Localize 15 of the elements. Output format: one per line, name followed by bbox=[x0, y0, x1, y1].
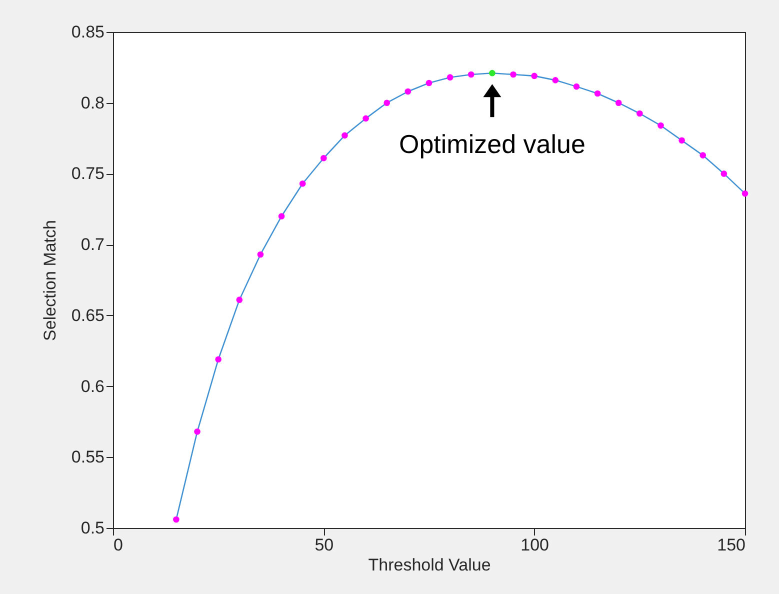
y-tick-label: 0.55 bbox=[71, 448, 104, 467]
x-axis-title: Threshold Value bbox=[368, 556, 491, 574]
x-tick-label: 50 bbox=[314, 536, 334, 554]
x-tick-label: 100 bbox=[520, 536, 550, 554]
y-tick-label: 0.75 bbox=[71, 164, 104, 184]
annotation: Optimized value bbox=[398, 129, 586, 160]
y-tick-label: 0.5 bbox=[80, 518, 104, 538]
y-tick-label: 0.65 bbox=[71, 306, 104, 325]
y-tick-label: 0.8 bbox=[80, 93, 104, 112]
y-tick-label: 0.7 bbox=[80, 235, 104, 254]
x-tick-label: 0 bbox=[114, 536, 123, 554]
x-tick-label: 150 bbox=[717, 536, 746, 554]
y-axis-title: Selection Match bbox=[40, 220, 60, 341]
y-tick-label: 0.6 bbox=[80, 376, 104, 396]
y-tick-label: 0.85 bbox=[71, 22, 104, 42]
